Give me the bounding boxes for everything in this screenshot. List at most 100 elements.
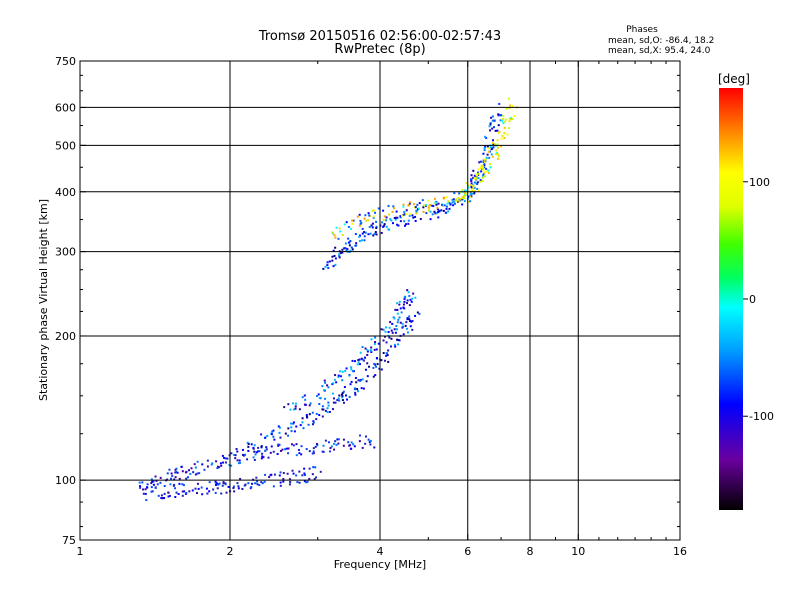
data-point: [445, 205, 448, 208]
data-point: [246, 458, 249, 461]
data-point: [214, 491, 217, 494]
data-point: [334, 374, 337, 377]
data-point: [335, 226, 338, 229]
data-point: [359, 379, 362, 382]
data-point: [491, 155, 494, 158]
data-point: [477, 168, 480, 171]
data-point: [242, 454, 245, 457]
data-point: [402, 303, 405, 306]
data-point: [150, 490, 153, 493]
data-point: [270, 473, 273, 476]
data-point: [501, 119, 504, 122]
data-point: [258, 450, 261, 453]
data-point: [385, 341, 388, 344]
data-point: [471, 187, 474, 190]
data-point: [156, 483, 159, 486]
data-point: [409, 298, 412, 301]
data-point: [396, 338, 399, 341]
data-point: [488, 163, 491, 166]
data-point: [224, 457, 227, 460]
data-point: [492, 139, 495, 142]
data-point: [175, 491, 178, 494]
data-point: [304, 474, 307, 477]
data-point: [326, 264, 329, 267]
data-point: [277, 443, 280, 446]
data-point: [375, 226, 378, 229]
data-points: [138, 97, 518, 502]
data-point: [476, 174, 479, 177]
data-point: [453, 200, 456, 203]
data-point: [254, 482, 257, 485]
data-point: [475, 177, 478, 180]
data-point: [163, 484, 166, 487]
data-point: [389, 321, 392, 324]
data-point: [138, 481, 141, 484]
data-point: [218, 482, 221, 485]
data-point: [369, 443, 372, 446]
data-point: [304, 403, 307, 406]
data-point: [487, 169, 490, 172]
data-point: [418, 202, 421, 205]
data-point: [485, 156, 488, 159]
data-point: [385, 354, 388, 357]
data-point: [279, 481, 282, 484]
data-point: [347, 237, 350, 240]
data-point: [317, 393, 320, 396]
data-point: [373, 446, 376, 449]
data-point: [399, 215, 402, 218]
data-point: [447, 210, 450, 213]
data-point: [233, 490, 236, 493]
data-point: [278, 426, 281, 429]
data-point: [350, 441, 353, 444]
data-point: [337, 438, 340, 441]
data-point: [358, 213, 361, 216]
data-point: [476, 187, 479, 190]
data-point: [432, 205, 435, 208]
data-point: [383, 215, 386, 218]
axis-ticks: 1 2 4 6 8 10 16 75 100 200 300 400 500 600 750: [55, 55, 687, 558]
data-point: [497, 153, 500, 156]
data-point: [307, 423, 310, 426]
data-point: [234, 457, 237, 460]
data-point: [324, 381, 327, 384]
data-point: [508, 107, 511, 110]
data-point: [384, 330, 387, 333]
data-point: [286, 472, 289, 475]
data-point: [341, 251, 344, 254]
data-point: [318, 396, 321, 399]
data-point: [312, 452, 315, 455]
data-point: [294, 407, 297, 410]
data-point: [389, 345, 392, 348]
data-point: [513, 115, 516, 118]
data-point: [396, 308, 399, 311]
data-point: [218, 466, 221, 469]
data-point: [277, 444, 280, 447]
data-point: [354, 391, 357, 394]
data-point: [481, 165, 484, 168]
data-point: [302, 427, 305, 430]
data-point: [312, 466, 315, 469]
data-point: [337, 376, 340, 379]
data-point: [295, 443, 298, 446]
data-point: [341, 379, 344, 382]
data-point: [372, 375, 375, 378]
data-point: [373, 348, 376, 351]
data-point: [374, 374, 377, 377]
data-point: [290, 426, 293, 429]
data-point: [197, 487, 200, 490]
data-point: [364, 435, 367, 438]
data-point: [407, 291, 410, 294]
data-point: [191, 489, 194, 492]
data-point: [334, 246, 337, 249]
data-point: [470, 178, 473, 181]
data-point: [201, 463, 204, 466]
data-point: [303, 472, 306, 475]
data-point: [341, 370, 344, 373]
data-point: [324, 439, 327, 442]
data-point: [364, 231, 367, 234]
data-point: [506, 133, 509, 136]
data-point: [452, 198, 455, 201]
data-point: [401, 325, 404, 328]
data-point: [309, 402, 312, 405]
data-point: [364, 214, 367, 217]
